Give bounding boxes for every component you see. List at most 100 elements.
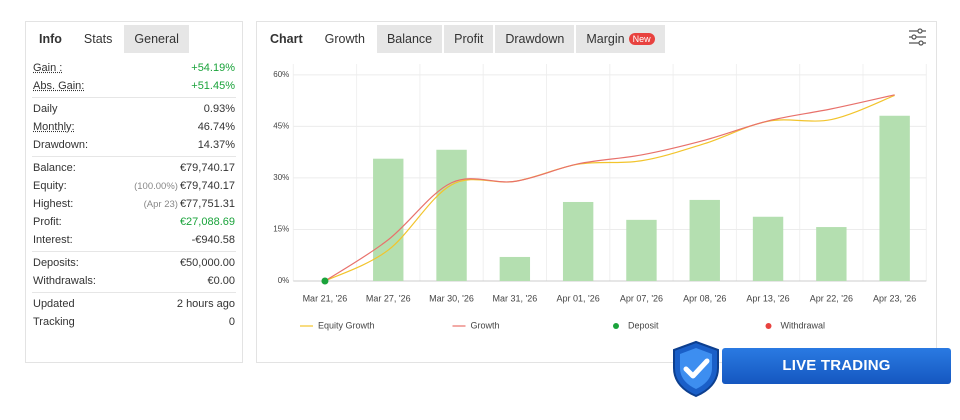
stats-row: Balance: €79,740.17 — [32, 159, 236, 177]
x-tick-label: Mar 30, '26 — [429, 293, 474, 303]
stats-row: Withdrawals: €0.00 — [32, 272, 236, 290]
stats-group: Gain : +54.19% Abs. Gain: +51.45% — [32, 57, 236, 97]
tab[interactable]: Profit — [444, 25, 494, 53]
bar — [626, 219, 657, 281]
stat-label: Interest: — [33, 234, 73, 246]
stats-group: Deposits: €50,000.00 Withdrawals: €0.00 — [32, 251, 236, 292]
stat-value-wrap: €79,740.17 — [180, 159, 235, 177]
shield-icon — [673, 340, 719, 398]
y-tick-label: 30% — [273, 173, 289, 182]
stat-value: €27,088.69 — [179, 216, 235, 228]
stats-panel: Info Stats General Gain : +54.19% Abs. Gain:… — [25, 21, 243, 363]
bar — [499, 256, 531, 281]
stat-value-wrap: (100.00%) €79,740.17 — [134, 177, 235, 195]
stats-row: Profit: €27,088.69 — [32, 213, 236, 231]
stat-value: 0.93% — [203, 103, 235, 115]
stat-label: Daily — [33, 103, 58, 115]
tab[interactable]: Drawdown — [495, 25, 575, 53]
stat-value-wrap: 0 — [229, 313, 235, 331]
stat-value-wrap: 2 hours ago — [177, 295, 235, 313]
legend-label: Withdrawal — [781, 320, 826, 330]
stat-value: €79,740.17 — [179, 180, 235, 192]
stat-label: Profit: — [33, 216, 62, 228]
stat-label: Abs. Gain: — [33, 80, 85, 92]
stat-value: +54.19% — [191, 62, 235, 74]
line — [324, 94, 895, 282]
settings-icon[interactable] — [909, 28, 926, 46]
chart-tabs: Chart Growth Balance Profit Drawdown Margin Ne… — [260, 25, 936, 57]
stat-value: -€940.58 — [191, 234, 235, 246]
legend-label: Equity Growth — [318, 320, 375, 330]
stats-row: Deposits: €50,000.00 — [32, 254, 236, 272]
stat-value-wrap: 46.74% — [198, 118, 235, 136]
chart: 0% 15% 30% 45% 60% Mar 21, '26 Mar 27, '26 Mar … — [273, 28, 927, 330]
bar — [436, 149, 467, 281]
stats-group: Balance: €79,740.17 Equity: (100.00%) €79,74… — [32, 156, 236, 251]
y-tick-label: 60% — [273, 70, 289, 79]
stats-group: Daily 0.93% Monthly: 46.74% Drawdown: 14.37% — [32, 97, 236, 156]
page: Info Stats General Gain : +54.19% Abs. Gain:… — [25, 21, 952, 410]
stats-list: Gain : +54.19% Abs. Gain: +51.45% Daily 0.93%… — [26, 57, 242, 333]
tab[interactable]: Margin New — [576, 25, 665, 53]
stat-label: Deposits: — [33, 257, 79, 269]
stat-value-wrap: €50,000.00 — [180, 254, 235, 272]
stats-row: Interest: -€940.58 — [32, 231, 236, 249]
stat-value-wrap: +51.45% — [191, 77, 235, 95]
legend-swatch — [613, 323, 619, 329]
x-tick-label: Apr 22, '26 — [810, 293, 853, 303]
stat-label: Updated — [33, 298, 75, 310]
y-tick-label: 15% — [273, 225, 289, 234]
stat-label: Gain : — [33, 62, 63, 74]
stat-label: Tracking — [33, 316, 75, 328]
stat-value-wrap: -€940.58 — [192, 231, 235, 249]
stat-label: Balance: — [33, 162, 76, 174]
banner: LIVE TRADING PERFORMANCE — [670, 340, 952, 410]
badge: New — [628, 33, 655, 45]
stat-label: Withdrawals: — [33, 275, 96, 287]
stat-label: Monthly: — [33, 121, 75, 133]
y-tick-label: 0% — [278, 276, 290, 285]
tab[interactable]: Info — [29, 25, 72, 53]
x-tick-label: Mar 21, '26 — [303, 293, 348, 303]
tab[interactable]: Stats — [73, 25, 123, 53]
x-tick-label: Mar 31, '26 — [492, 293, 537, 303]
tab[interactable]: Growth — [314, 25, 375, 53]
tab[interactable]: General — [124, 25, 189, 53]
legend-label: Deposit — [628, 320, 659, 330]
x-tick-label: Apr 13, '26 — [746, 293, 789, 303]
stat-value: €79,740.17 — [179, 162, 235, 174]
stats-row: Equity: (100.00%) €79,740.17 — [32, 177, 236, 195]
stat-note: (Apr 23) — [143, 199, 178, 210]
stats-row: Monthly: 46.74% — [32, 118, 236, 136]
stat-note: (100.00%) — [134, 181, 178, 192]
stat-value-wrap: 14.37% — [198, 136, 235, 154]
bar — [752, 216, 784, 281]
stats-group: Updated 2 hours ago Tracking 0 — [32, 292, 236, 333]
stats-row: Gain : +54.19% — [32, 59, 236, 77]
stat-value: 0 — [228, 316, 235, 328]
stat-label: Highest: — [33, 198, 74, 210]
stat-value-wrap: €27,088.69 — [180, 213, 235, 231]
bar — [816, 227, 847, 281]
stats-row: Drawdown: 14.37% — [32, 136, 236, 154]
stats-row: Daily 0.93% — [32, 100, 236, 118]
stat-value: 46.74% — [197, 121, 235, 133]
line — [324, 94, 895, 282]
legend-swatch — [765, 323, 772, 329]
x-tick-label: Apr 08, '26 — [683, 293, 726, 303]
stats-tabs: Info Stats General — [29, 25, 242, 57]
tab[interactable]: Balance — [376, 25, 443, 53]
stat-value: €77,751.31 — [179, 198, 235, 210]
stat-value: €0.00 — [207, 275, 235, 287]
stats-row: Tracking 0 — [32, 313, 236, 331]
stat-value-wrap: +54.19% — [191, 59, 235, 77]
stats-row: Updated 2 hours ago — [32, 295, 236, 313]
stats-row: Highest: (Apr 23) €77,751.31 — [32, 195, 236, 213]
stat-value: €50,000.00 — [179, 257, 235, 269]
chart-panel: Chart Growth Balance Profit Drawdown Margin Ne… — [256, 21, 937, 363]
tab[interactable]: Chart — [260, 25, 313, 53]
x-tick-label: Apr 07, '26 — [620, 293, 663, 303]
bar — [373, 158, 404, 281]
stat-value: 2 hours ago — [176, 298, 235, 310]
stat-value-wrap: (Apr 23) €77,751.31 — [144, 195, 235, 213]
